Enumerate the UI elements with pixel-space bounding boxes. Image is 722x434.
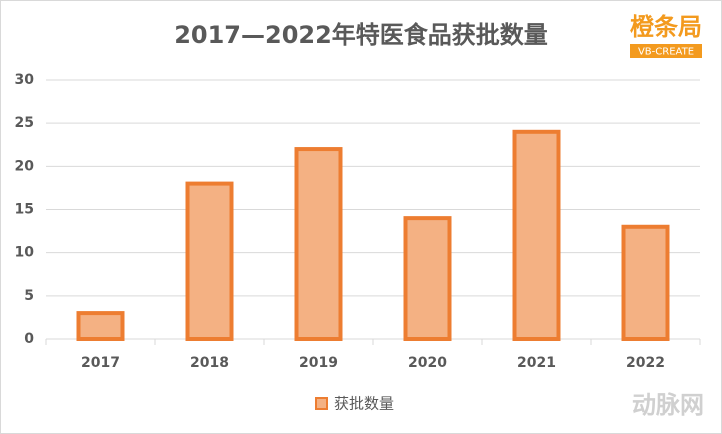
bar — [76, 311, 125, 342]
y-tick-label: 15 — [15, 202, 34, 218]
y-tick-label: 20 — [15, 158, 35, 174]
y-tick-label: 30 — [15, 72, 35, 88]
x-tick-label: 2022 — [626, 355, 665, 371]
watermark: 动脉网 — [632, 391, 704, 419]
bar — [403, 216, 452, 341]
legend-label: 获批数量 — [334, 395, 394, 413]
x-tick-label: 2017 — [81, 355, 120, 371]
x-tick-label: 2019 — [299, 355, 338, 371]
logo-text: 橙条局 — [630, 13, 702, 41]
x-tick-label: 2021 — [517, 355, 556, 371]
legend-swatch — [315, 397, 328, 410]
y-tick-label: 0 — [24, 331, 34, 347]
bar — [185, 181, 234, 341]
y-tick-label: 25 — [15, 115, 34, 131]
logo-subtext: VB-CREATE — [638, 47, 694, 58]
y-tick-label: 5 — [24, 288, 34, 304]
x-tick-label: 2018 — [190, 355, 229, 371]
bar — [512, 129, 561, 341]
y-tick-label: 10 — [15, 245, 35, 261]
logo-band — [630, 44, 702, 58]
bar — [294, 147, 343, 341]
x-tick-label: 2020 — [408, 355, 447, 371]
bar — [621, 224, 670, 341]
chart-title: 2017—2022年特医食品获批数量 — [174, 21, 548, 49]
